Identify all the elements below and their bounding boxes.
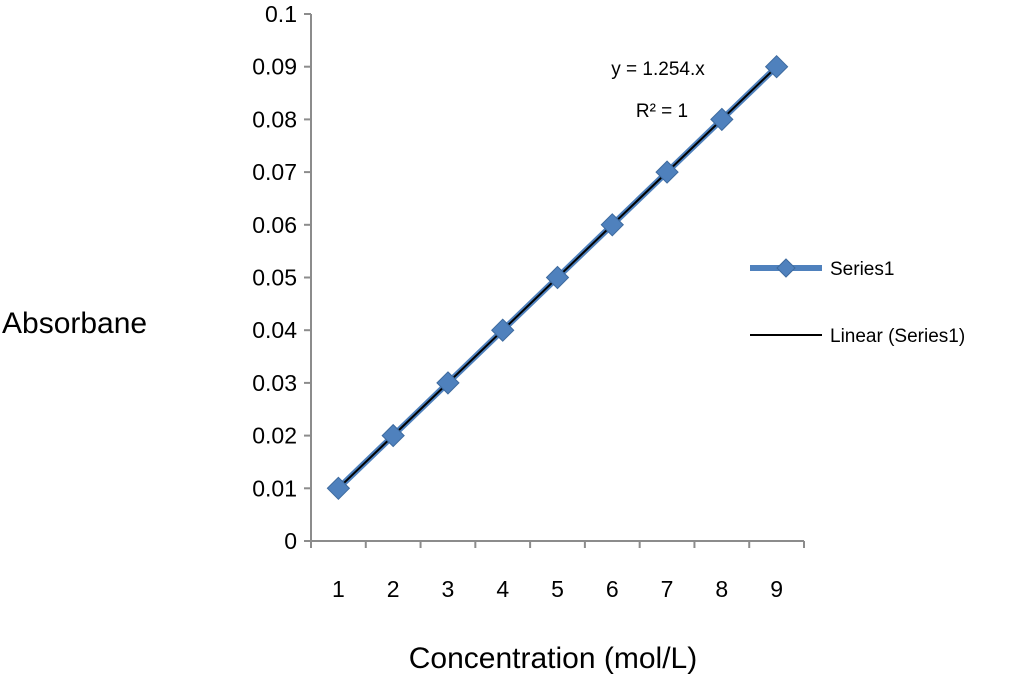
series1-point	[381, 423, 405, 448]
legend-series1-marker	[776, 258, 796, 278]
plot-area	[326, 54, 789, 501]
y-tick-label: 0.07	[252, 159, 297, 185]
trendline-equation: y = 1.254.x	[611, 59, 705, 80]
x-tick-label: 3	[442, 576, 455, 602]
x-tick-label: 7	[661, 576, 674, 602]
legend-trendline-label: Linear (Series1)	[830, 326, 965, 347]
series1-point	[326, 476, 351, 501]
legend: Series1 Linear (Series1)	[750, 258, 965, 347]
y-tick-label: 0.01	[252, 475, 297, 501]
x-tick-label: 8	[715, 576, 728, 602]
y-ticks: 0 0.01 0.02 0.03 0.04 0.05 0.06 0.07 0.08 0.09 0.1	[252, 1, 311, 554]
legend-item-linear: Linear (Series1)	[750, 326, 965, 347]
series1-point	[436, 371, 460, 395]
y-tick-label: 0.04	[252, 317, 297, 343]
x-axis-title: Concentration (mol/L)	[409, 642, 697, 675]
y-tick-label: 0.08	[252, 106, 297, 132]
x-ticks: 1 2 3 4 5 6 7 8 9	[310, 541, 805, 602]
series1-point	[710, 107, 734, 132]
x-tick-label: 2	[387, 576, 400, 602]
y-tick-label: 0.02	[252, 423, 297, 449]
y-tick-label: 0.05	[252, 265, 297, 291]
x-tick-label: 5	[551, 576, 564, 602]
y-tick-label: 0.09	[252, 54, 297, 80]
series1-point	[600, 213, 624, 237]
x-tick-label: 6	[606, 576, 619, 602]
y-tick-label: 0.1	[265, 1, 297, 27]
y-tick-label: 0.03	[252, 370, 297, 396]
x-tick-label: 9	[770, 576, 783, 602]
series1-point	[545, 265, 570, 290]
y-tick-label: 0	[284, 528, 297, 554]
x-tick-label: 4	[496, 576, 509, 602]
series1-point	[655, 160, 679, 184]
axes: 0 0.01 0.02 0.03 0.04 0.05 0.06 0.07 0.08 0.09 0.1…	[252, 1, 805, 602]
series1-point	[764, 54, 789, 79]
series1-point	[491, 318, 515, 342]
legend-series1-label: Series1	[830, 259, 894, 280]
x-tick-label: 1	[332, 576, 345, 602]
y-tick-label: 0.06	[252, 212, 297, 238]
r-squared-label: R² = 1	[636, 101, 688, 122]
legend-item-series1: Series1	[750, 258, 894, 280]
y-axis-title: Absorbane	[2, 307, 147, 340]
